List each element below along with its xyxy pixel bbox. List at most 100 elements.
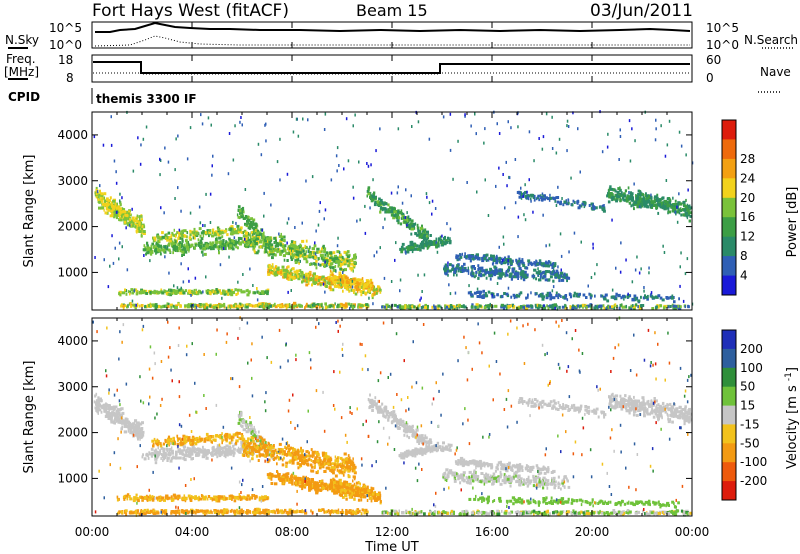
echo-cell <box>491 254 495 258</box>
echo-cell <box>293 241 296 245</box>
echo-cell <box>177 302 180 306</box>
echo-cell <box>329 269 332 273</box>
echo-cell <box>262 239 265 243</box>
noise-cell <box>566 124 568 128</box>
noise-cell <box>619 135 622 138</box>
echo-cell <box>522 264 526 268</box>
echo-cell <box>140 435 144 439</box>
echo-cell <box>365 306 368 310</box>
echo-cell <box>188 236 192 240</box>
echo-cell <box>414 247 417 251</box>
echo-cell <box>191 444 195 448</box>
noise-cell <box>239 120 241 124</box>
echo-cell <box>530 304 534 308</box>
echo-cell <box>516 294 521 298</box>
echo-cell <box>517 277 519 280</box>
echo-cell <box>535 259 537 263</box>
echo-cell <box>687 305 690 309</box>
noise-cell <box>557 185 559 189</box>
echo-cell <box>646 197 649 200</box>
echo-cell <box>471 303 474 307</box>
echo-cell <box>538 259 542 263</box>
echo-cell <box>292 276 296 280</box>
echo-cell <box>346 282 349 286</box>
noise-cell <box>507 120 509 124</box>
echo-cell <box>549 275 553 279</box>
echo-cell <box>414 232 417 235</box>
echo-cell <box>273 267 276 271</box>
echo-cell <box>117 408 121 412</box>
noise-cell <box>118 257 120 261</box>
echo-cell <box>262 235 265 239</box>
echo-cell <box>135 421 138 425</box>
echo-cell <box>136 430 139 434</box>
noise-cell <box>211 173 213 177</box>
echo-cell <box>446 236 450 240</box>
noise-cell <box>611 288 614 292</box>
echo-cell <box>400 305 405 309</box>
echo-cell <box>179 241 181 245</box>
echo-cell <box>480 266 484 270</box>
noise-cell <box>452 177 454 181</box>
echo-cell <box>254 222 258 226</box>
echo-cell <box>199 234 202 238</box>
freq-panel: Freq. [MHz] 18 8 60 0 Nave <box>4 52 791 93</box>
noise-cell <box>305 179 307 183</box>
nsky-tick-top: 10^5 <box>49 21 82 35</box>
echo-cell <box>469 254 472 258</box>
echo-cell <box>689 206 693 210</box>
echo-cell <box>485 253 489 257</box>
echo-cell <box>285 306 288 310</box>
echo-cell <box>172 455 175 459</box>
echo-cell <box>283 272 285 276</box>
echo-cell <box>418 303 421 307</box>
echo-cell <box>329 288 333 292</box>
echo-cell <box>423 236 427 240</box>
echo-cell <box>239 209 242 213</box>
echo-cell <box>616 304 618 308</box>
noise-cell <box>615 266 617 270</box>
echo-cell <box>305 279 309 283</box>
echo-cell <box>221 452 223 456</box>
echo-cell <box>337 263 341 266</box>
noise-cell <box>514 201 517 205</box>
echo-cell <box>418 246 421 250</box>
echo-cell <box>301 239 305 243</box>
echo-cell <box>118 208 121 212</box>
echo-cell <box>237 205 241 209</box>
echo-cell <box>265 242 268 246</box>
echo-cell <box>541 198 544 202</box>
noise-cell <box>379 246 381 250</box>
echo-cell <box>164 250 167 254</box>
echo-cell <box>420 233 423 236</box>
echo-cell <box>640 200 644 204</box>
noise-cell <box>564 276 566 280</box>
echo-cell <box>583 201 587 205</box>
echo-cell <box>446 264 449 268</box>
echo-cell <box>131 291 135 295</box>
echo-cell <box>410 305 414 309</box>
echo-cell <box>370 199 374 203</box>
echo-cell <box>169 303 173 307</box>
noise-cell <box>570 176 572 180</box>
echo-cell <box>356 281 358 285</box>
echo-cell <box>684 211 688 215</box>
echo-cell <box>577 304 579 308</box>
echo-cell <box>603 297 607 301</box>
echo-cell <box>177 231 180 235</box>
echo-cell <box>111 413 114 417</box>
echo-cell <box>114 421 116 425</box>
echo-cell <box>678 211 681 215</box>
echo-cell <box>511 269 515 273</box>
echo-cell <box>186 304 190 308</box>
echo-cell <box>390 304 393 308</box>
noise-cell <box>619 128 621 132</box>
noise-cell <box>338 164 340 167</box>
echo-cell <box>578 305 581 309</box>
noise-cell <box>594 272 596 276</box>
noise-cell <box>545 244 547 248</box>
echo-cell <box>318 303 322 307</box>
echo-cell <box>550 263 553 267</box>
echo-cell <box>566 279 568 283</box>
echo-cell <box>531 274 535 278</box>
